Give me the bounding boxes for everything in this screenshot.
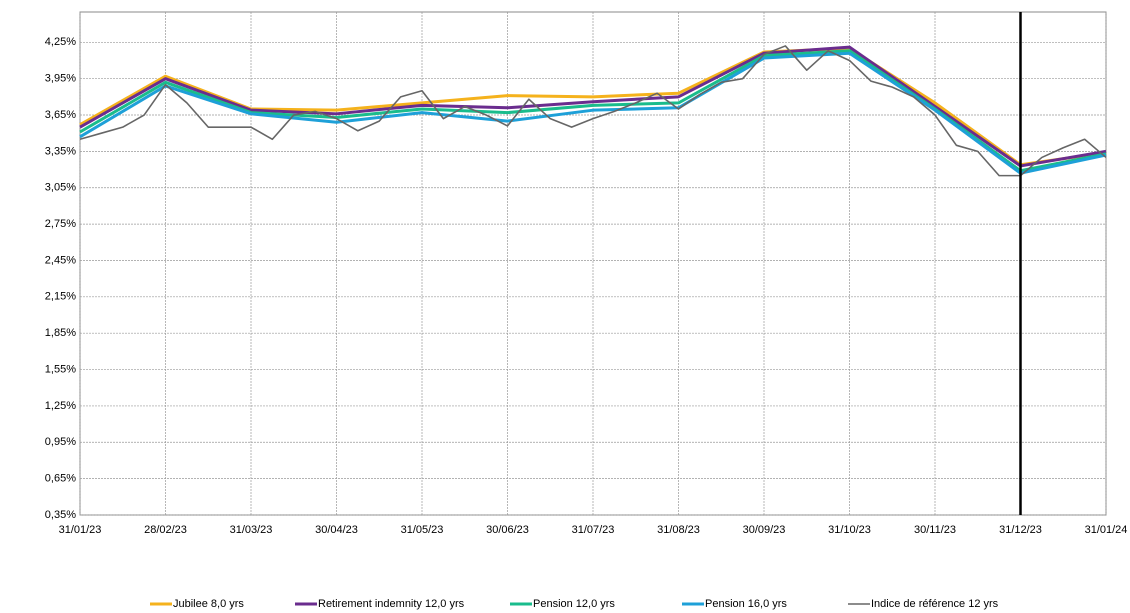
x-tick-label: 30/04/23 (315, 524, 358, 536)
x-tick-label: 28/02/23 (144, 524, 187, 536)
x-tick-label: 31/05/23 (401, 524, 444, 536)
series-line (79, 51, 1107, 175)
y-tick-label: 3,05% (45, 182, 76, 194)
legend-label: Indice de référence 12 yrs (871, 598, 999, 610)
series-line (79, 45, 1107, 168)
legend-label: Retirement indemnity 12,0 yrs (318, 598, 465, 610)
y-tick-label: 3,95% (45, 73, 76, 85)
x-tick-label: 30/11/23 (914, 524, 956, 536)
x-tick-label: 31/01/23 (59, 524, 102, 536)
y-tick-label: 2,15% (45, 291, 76, 303)
y-tick-label: 4,25% (45, 36, 76, 48)
legend-label: Jubilee 8,0 yrs (173, 598, 244, 610)
x-tick-label: 31/10/23 (828, 524, 871, 536)
y-tick-label: 2,45% (45, 254, 76, 266)
legend-label: Pension 12,0 yrs (533, 598, 615, 610)
y-tick-label: 1,85% (45, 327, 76, 339)
y-tick-label: 1,55% (45, 363, 76, 375)
x-tick-label: 30/09/23 (743, 524, 786, 536)
y-tick-label: 0,35% (45, 509, 76, 521)
x-tick-label: 31/12/23 (999, 524, 1042, 536)
x-tick-label: 31/08/23 (657, 524, 700, 536)
x-tick-label: 30/06/23 (486, 524, 529, 536)
x-tick-label: 31/07/23 (572, 524, 615, 536)
y-tick-label: 3,65% (45, 109, 76, 121)
y-tick-label: 0,65% (45, 473, 76, 485)
y-tick-label: 3,35% (45, 145, 76, 157)
series-line (79, 45, 1107, 177)
x-tick-label: 31/01/24 (1085, 524, 1128, 536)
x-tick-label: 31/03/23 (230, 524, 273, 536)
legend-label: Pension 16,0 yrs (705, 598, 787, 610)
y-tick-label: 0,95% (45, 436, 76, 448)
y-tick-label: 1,25% (45, 400, 76, 412)
y-tick-label: 2,75% (45, 218, 76, 230)
